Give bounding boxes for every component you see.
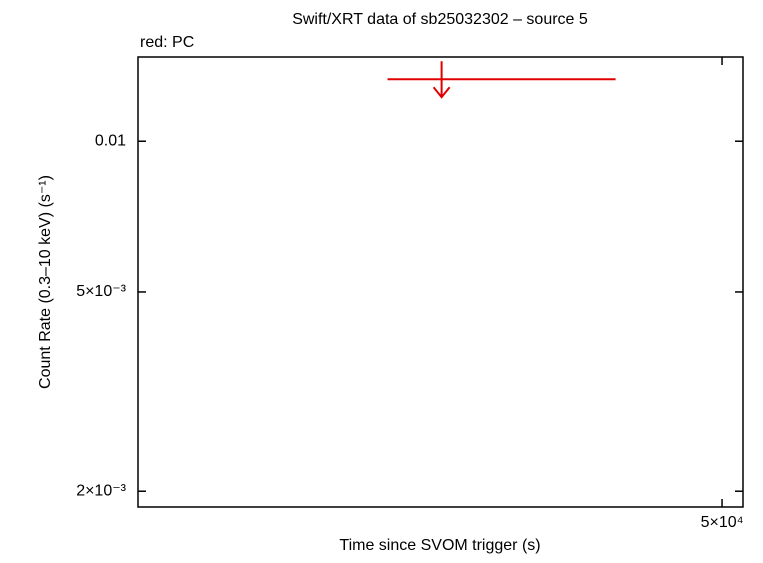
y-tick-label: 2×10⁻³	[76, 482, 126, 499]
chart-title: Swift/XRT data of sb25032302 – source 5	[292, 11, 588, 28]
y-tick-label: 5×10⁻³	[76, 283, 126, 300]
legend-note: red: PC	[140, 34, 194, 51]
x-axis-label: Time since SVOM trigger (s)	[339, 537, 540, 554]
plot-frame	[137, 56, 744, 508]
y-axis-label: Count Rate (0.3–10 keV) (s⁻¹)	[37, 175, 54, 389]
x-tick-label: 5×10⁴	[701, 514, 744, 531]
upper-limit-arrow	[432, 61, 451, 99]
y-tick-label: 0.01	[95, 132, 126, 149]
